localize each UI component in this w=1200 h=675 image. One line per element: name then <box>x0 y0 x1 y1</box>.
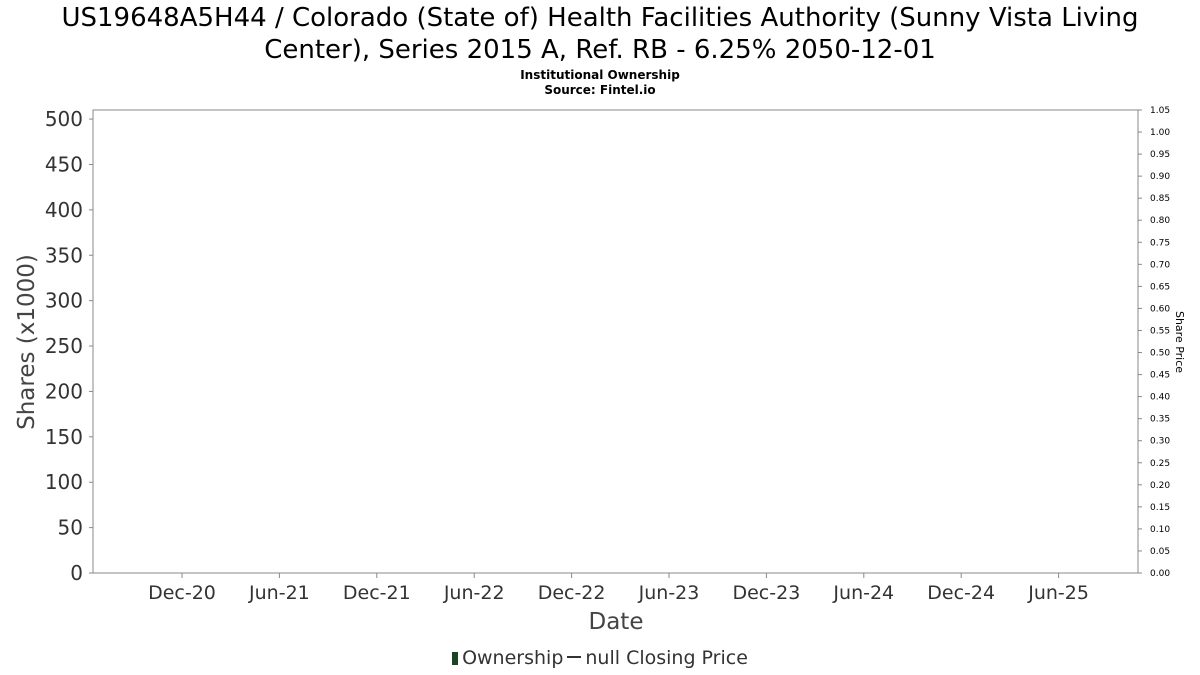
y2-tick-label: 0.55 <box>1150 326 1170 336</box>
y-tick-label: 0 <box>70 561 83 585</box>
y-tick-label: 500 <box>45 107 83 131</box>
y2-tick-label: 0.60 <box>1150 304 1170 314</box>
x-tick-label: Jun-21 <box>248 582 310 604</box>
y-tick-label: 250 <box>45 334 83 358</box>
y-tick-label: 50 <box>58 516 83 540</box>
axes <box>92 109 1139 574</box>
x-tick-label: Jun-25 <box>1027 582 1089 604</box>
x-axis-title: Date <box>589 609 644 635</box>
y2-tick-label: 0.95 <box>1150 150 1170 160</box>
x-axis-ticks: Dec-20 Jun-21 Dec-21 Jun-22 Dec-22 Jun-23 Dec-… <box>148 573 1089 604</box>
y-tick-label: 150 <box>45 425 83 449</box>
y2-tick-label: 0.70 <box>1150 260 1170 270</box>
legend: Ownership null Closing Price <box>0 647 1200 669</box>
y-axis-title: Shares (x1000) <box>14 254 40 430</box>
y2-tick-label: 0.25 <box>1150 459 1170 469</box>
ownership-legend-label: Ownership <box>462 647 564 669</box>
y-tick-label: 300 <box>45 289 83 313</box>
y-tick-label: 200 <box>45 379 83 403</box>
y2-tick-label: 0.50 <box>1150 349 1170 359</box>
price-legend-label: null Closing Price <box>585 647 748 669</box>
y2-tick-label: 0.15 <box>1150 503 1170 513</box>
y2-tick-label: 0.40 <box>1150 393 1170 403</box>
y-tick-label: 450 <box>45 152 83 176</box>
x-tick-label: Jun-24 <box>832 582 894 604</box>
y2-tick-label: 0.90 <box>1150 172 1170 182</box>
x-tick-label: Dec-21 <box>343 582 411 604</box>
price-legend-line <box>567 656 582 658</box>
subtitle-line-2: Source: Fintel.io <box>544 83 656 97</box>
y2-tick-label: 1.05 <box>1150 106 1170 116</box>
chart-subtitle: Institutional Ownership Source: Fintel.i… <box>0 68 1200 98</box>
right-y-axis-title: Share Price <box>1173 311 1186 373</box>
y2-tick-label: 0.80 <box>1150 216 1170 226</box>
y-tick-label: 350 <box>45 243 83 267</box>
y2-tick-label: 0.35 <box>1150 415 1170 425</box>
left-axis-ticks: 0 50 100 150 200 250 300 350 400 450 500 <box>45 107 93 585</box>
x-tick-label: Jun-23 <box>638 582 700 604</box>
y2-tick-label: 0.05 <box>1150 547 1170 557</box>
plot-frame <box>92 109 1139 574</box>
y2-tick-label: 0.20 <box>1150 481 1170 491</box>
y2-tick-label: 0.30 <box>1150 437 1170 447</box>
x-tick-label: Dec-24 <box>927 582 995 604</box>
chart-title-line-1: US19648A5H44 / Colorado (State of) Healt… <box>61 3 1139 33</box>
y-tick-label: 100 <box>45 470 83 494</box>
subtitle-line-1: Institutional Ownership <box>520 68 680 82</box>
y2-tick-label: 0.10 <box>1150 525 1170 535</box>
chart-title: US19648A5H44 / Colorado (State of) Healt… <box>0 2 1200 66</box>
x-tick-label: Dec-22 <box>538 582 606 604</box>
y-tick-label: 400 <box>45 198 83 222</box>
y2-tick-label: 0.00 <box>1150 569 1170 579</box>
x-tick-label: Jun-22 <box>443 582 505 604</box>
y2-tick-label: 0.65 <box>1150 282 1170 292</box>
x-tick-label: Dec-20 <box>148 582 216 604</box>
right-axis-ticks: 0.00 0.05 0.10 0.15 0.20 0.25 0.30 0.35 0.40 0.45… <box>1138 106 1170 579</box>
chart-title-line-2: Center), Series 2015 A, Ref. RB - 6.25% … <box>264 35 936 65</box>
y2-tick-label: 1.00 <box>1150 128 1170 138</box>
x-tick-label: Dec-23 <box>732 582 800 604</box>
y2-tick-label: 0.45 <box>1150 371 1170 381</box>
y2-tick-label: 0.75 <box>1150 238 1170 248</box>
ownership-legend-swatch <box>452 652 459 665</box>
y2-tick-label: 0.85 <box>1150 194 1170 204</box>
